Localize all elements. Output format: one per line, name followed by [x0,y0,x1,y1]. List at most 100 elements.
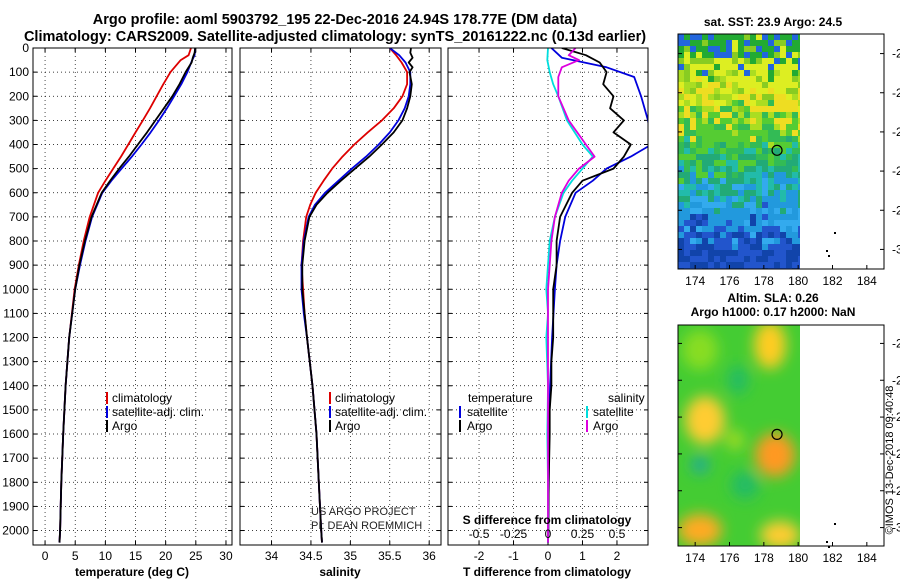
sst-cell [696,40,702,46]
sst-cell [732,70,738,76]
sst-cell [714,208,720,214]
sst-cell [762,202,768,208]
sst-cell [750,238,756,244]
sst-cell [750,154,756,160]
sst-cell [768,52,774,58]
sst-cell [684,178,690,184]
sst-cell [774,178,780,184]
sst-cell [690,208,696,214]
sst-cell [702,196,708,202]
sst-cell [684,256,690,262]
sst-cell [792,124,798,130]
sst-cell [726,220,732,226]
sst-cell [696,112,702,118]
sst-cell [690,58,696,64]
sst-cell [798,226,800,232]
depth-tick-label: 500 [9,162,29,176]
sst-cell [690,112,696,118]
sst-cell [690,184,696,190]
sst-cell [762,70,768,76]
sst-cell [750,100,756,106]
legend-salinity-title: salinity [608,391,645,405]
sst-cell [708,160,714,166]
sst-cell [798,196,800,202]
sst-cell [678,226,684,232]
map-lon-label: 180 [788,551,808,565]
sst-cell [780,100,786,106]
sst-cell [684,40,690,46]
sst-cell [768,118,774,124]
depth-y-ticks: 0 100 200 300 400 500 600 700 800 900 1000 1100 1200… [2,41,29,538]
sst-cell [714,136,720,142]
sst-cell [756,178,762,184]
sst-cell [792,256,798,262]
sst-cell [714,106,720,112]
sst-cell [780,232,786,238]
sst-cell [792,238,798,244]
legend-satellite-label: satellite-adj. clim. [112,405,204,419]
sst-cell [714,238,720,244]
sst-cell [696,238,702,244]
sst-cell [720,112,726,118]
sst-cell [702,184,708,190]
sst-cell [798,130,800,136]
sst-cell [726,214,732,220]
sst-cell [732,46,738,52]
sst-cell [738,178,744,184]
sst-cell [726,106,732,112]
sst-cell [780,154,786,160]
sst-cell [678,46,684,52]
sst-cell [684,226,690,232]
x-tick-label: 30 [219,549,233,563]
sst-cell [792,244,798,250]
sst-cell [726,232,732,238]
sst-cell [732,196,738,202]
sst-cell [726,244,732,250]
sst-cell [714,244,720,250]
sst-cell [750,34,756,40]
sst-cell [714,82,720,88]
sst-cell [780,70,786,76]
sst-cell [780,262,786,268]
sst-cell [732,202,738,208]
sst-cell [690,214,696,220]
sst-cell [756,124,762,130]
sst-cell [708,190,714,196]
sst-cell [678,70,684,76]
sst-cell [684,202,690,208]
sst-cell [714,112,720,118]
sst-cell [690,226,696,232]
sst-cell [696,130,702,136]
sst-cell [744,238,750,244]
sst-cell [786,256,792,262]
x-tick-label: 0 [42,549,49,563]
sst-cell [756,244,762,250]
sst-cell [684,136,690,142]
sst-cell [696,232,702,238]
sst-cell [762,196,768,202]
sst-cell [768,100,774,106]
sst-cell [744,202,750,208]
sst-cell [726,154,732,160]
sst-cell [780,184,786,190]
sst-cell [780,64,786,70]
sst-cell [678,184,684,190]
sst-cell [714,118,720,124]
sst-cell [720,136,726,142]
sst-cell [684,190,690,196]
sst-cell [684,208,690,214]
sst-cell [780,52,786,58]
sst-cell [750,178,756,184]
difference-legend: temperature satellite Argo salinity sate… [459,391,645,433]
sst-cell [780,160,786,166]
sst-cell [750,226,756,232]
difference-profile-lines [545,48,648,543]
map-lat-label: -30 [892,521,900,535]
sst-cell [690,52,696,58]
sst-cell [780,256,786,262]
sst-cell [798,214,800,220]
sst-cell [678,100,684,106]
depth-tick-label: 1400 [2,379,29,393]
sst-cell [768,82,774,88]
sst-cell [696,214,702,220]
